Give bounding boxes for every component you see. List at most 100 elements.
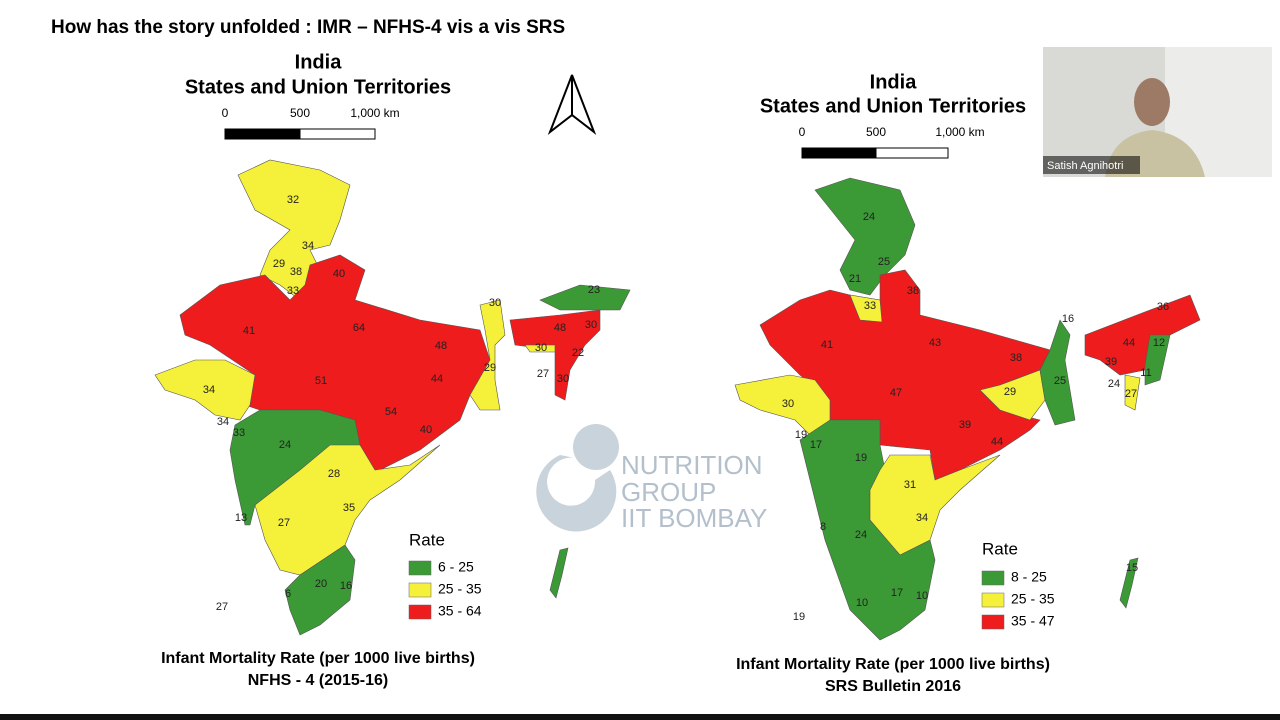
state-label: 24	[855, 529, 867, 541]
scale-label: 0	[222, 106, 229, 120]
region	[524, 344, 556, 353]
webcam: Satish Agnihotri	[1043, 47, 1272, 177]
state-label: 39	[959, 419, 971, 431]
map-heading: India	[295, 51, 343, 73]
scale-label: 500	[290, 106, 310, 120]
region	[869, 454, 1001, 556]
scale-label: 0	[799, 125, 806, 139]
state-label: 51	[315, 375, 327, 387]
state-label: 38	[907, 285, 919, 297]
state-label: 33	[287, 285, 299, 297]
state-label: 38	[290, 266, 302, 278]
legend-swatch	[408, 582, 432, 598]
state-label: 38	[1010, 352, 1022, 364]
state-label: 54	[385, 406, 397, 418]
state-label: 30	[782, 398, 794, 410]
scale-bar	[224, 128, 949, 159]
state-label: 40	[333, 268, 345, 280]
legend-title: Rate	[409, 530, 445, 549]
state-label: 20	[315, 578, 327, 590]
map-caption: SRS Bulletin 2016	[825, 678, 961, 695]
region	[154, 359, 256, 421]
state-label: 64	[353, 322, 365, 334]
legend-label: 8 - 25	[1011, 569, 1047, 585]
state-label: 25	[1054, 375, 1066, 387]
state-label: 34	[217, 416, 229, 428]
state-label: 21	[849, 273, 861, 285]
state-label: 13	[235, 512, 247, 524]
state-label: 22	[572, 347, 584, 359]
region	[284, 544, 356, 636]
state-label: 34	[302, 240, 314, 252]
state-label: 23	[588, 284, 600, 296]
legend-label: 25 - 35	[1011, 591, 1055, 607]
state-label: 27	[278, 517, 290, 529]
state-label: 33	[864, 300, 876, 312]
legend-swatch	[981, 614, 1005, 630]
state-label: 19	[855, 452, 867, 464]
map-caption: Infant Mortality Rate (per 1000 live bir…	[161, 650, 475, 667]
state-label: 30	[585, 319, 597, 331]
watermark: NUTRITION GROUP IIT BOMBAY	[536, 424, 767, 533]
state-label: 19	[793, 611, 805, 623]
state-label: 33	[233, 427, 245, 439]
state-label: 11	[1140, 367, 1151, 379]
state-label: 30	[535, 342, 547, 354]
map-srs	[734, 177, 1201, 641]
region	[539, 284, 631, 311]
map-heading: States and Union Territories	[760, 95, 1026, 117]
state-label: 16	[340, 580, 352, 592]
scale-label: 1,000 km	[935, 125, 984, 139]
state-label: 27	[537, 368, 549, 380]
state-label: 29	[273, 258, 285, 270]
legend-title: Rate	[982, 539, 1018, 558]
scale-label: 1,000 km	[350, 106, 399, 120]
state-label: 39	[1105, 356, 1117, 368]
state-label: 31	[904, 479, 916, 491]
slide-title: How has the story unfolded : IMR – NFHS-…	[51, 17, 565, 38]
state-label: 10	[916, 590, 928, 602]
legend-swatch	[981, 592, 1005, 608]
legend-label: 35 - 47	[1011, 613, 1055, 629]
state-label: 17	[891, 587, 903, 599]
region	[1144, 334, 1171, 386]
state-label: 28	[328, 468, 340, 480]
state-label: 44	[1123, 337, 1135, 349]
state-label: 32	[287, 194, 299, 206]
state-label: 35	[343, 502, 355, 514]
state-label: 15	[1126, 562, 1138, 574]
legend-swatch	[981, 570, 1005, 586]
region	[549, 547, 569, 599]
state-label: 27	[1125, 388, 1137, 400]
state-label: 10	[856, 597, 868, 609]
state-label: 25	[878, 256, 890, 268]
state-label: 27	[216, 601, 228, 613]
state-label: 24	[863, 211, 875, 223]
map-nfhs	[154, 159, 631, 636]
state-label: 40	[420, 424, 432, 436]
state-label: 48	[435, 340, 447, 352]
state-label: 24	[279, 439, 291, 451]
region	[1039, 319, 1076, 426]
map-caption: Infant Mortality Rate (per 1000 live bir…	[736, 656, 1050, 673]
state-label: 16	[1062, 313, 1074, 325]
state-label: 30	[489, 297, 501, 309]
state-label: 41	[821, 339, 833, 351]
state-label: 29	[1004, 386, 1016, 398]
state-label: 36	[1157, 301, 1169, 313]
bottom-bar	[0, 714, 1280, 720]
state-label: 43	[929, 337, 941, 349]
state-label: 8	[820, 521, 826, 533]
region	[1119, 557, 1139, 609]
watermark-text: IIT BOMBAY	[621, 503, 767, 533]
region	[254, 444, 441, 576]
state-label: 12	[1153, 337, 1165, 349]
north-arrow	[547, 74, 597, 135]
legend-label: 6 - 25	[438, 559, 474, 575]
state-label: 34	[203, 384, 215, 396]
state-label: 48	[554, 322, 566, 334]
scale-label: 500	[866, 125, 886, 139]
state-label: 6	[285, 588, 291, 600]
map-heading: India	[870, 71, 918, 93]
